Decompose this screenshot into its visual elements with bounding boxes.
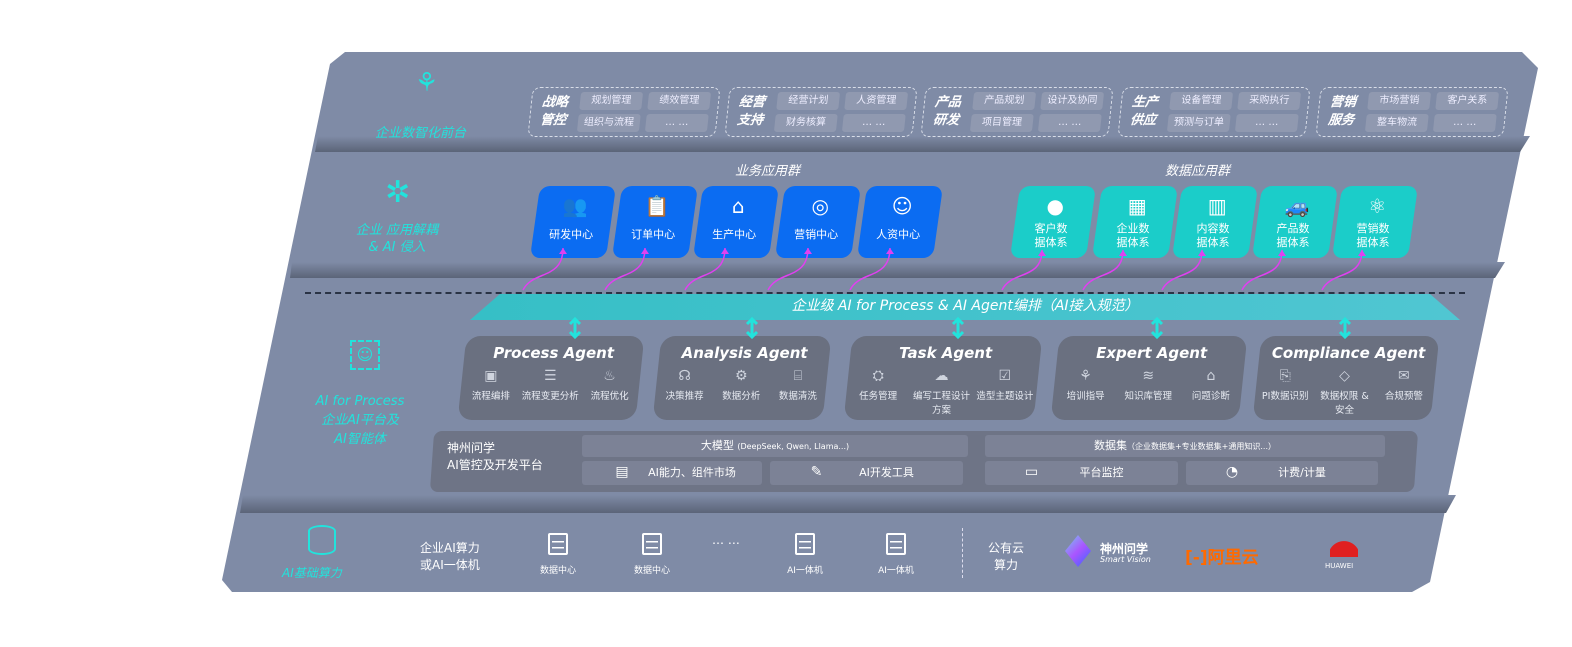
server-label: 数据中心 [539,566,576,576]
private-label-1: 企业AI算力 [420,541,480,555]
apps-label: 企业 应用解耦 & AI 侵入 [355,223,439,255]
data-title: 数据应用群 [1165,164,1231,179]
tool-icon: ◔ [1225,464,1239,480]
layer-divider [240,495,1456,513]
arrowhead-icon [1038,250,1046,256]
dashed-divider [305,292,1465,294]
connector-arrow [849,247,891,291]
arrowhead-icon [1198,250,1206,256]
molecule-icon: ✲ [385,175,411,210]
connector-arrow [1321,249,1363,291]
server-icon [886,533,906,555]
arrowhead-icon [1358,250,1366,256]
public-cloud-label: 公有云 算力 [988,540,1024,574]
tool-label: 平台监控 [1079,466,1124,479]
server-3[interactable]: AI一体机 [866,533,926,576]
server-icon [795,533,815,555]
tool-icon: ▤ [615,464,629,480]
smartvision-sub: Smart Vision [1100,555,1151,564]
tool-cell-1[interactable]: ✎ AI开发工具 [770,461,963,485]
private-compute-label: 企业AI算力 或AI一体机 [420,540,480,574]
ai-layer-label: AI for Process 企业AI平台及 AI智能体 [310,392,410,449]
tool-label: AI开发工具 [859,466,914,479]
connector-arrow [767,247,809,291]
connector-arrow [1161,249,1203,291]
layer-divider [315,136,1530,152]
bidirectional-arrow-icon [568,316,582,340]
aliyun-name: 阿里云 [1207,548,1259,568]
arrowhead-icon [721,248,729,254]
arrowhead-icon [804,248,812,254]
server-label: AI一体机 [878,566,914,576]
brain-icon: ⚘ [415,68,439,98]
private-label-2: 或AI一体机 [420,558,480,572]
server-0[interactable]: 数据中心 [528,533,588,576]
bidirectional-arrow-icon [745,316,759,340]
infra-label: AI基础算力 [282,566,342,580]
platform-name: 神州问学 AI管控及开发平台 [447,440,543,474]
huawei-name: HUAWEI [1325,562,1354,570]
dataset-title: 数据集 [1093,439,1127,452]
platform-name-1: 神州问学 [447,441,496,455]
layer-divider [290,262,1505,278]
dataset-cell[interactable]: 数据集（企业数据集+专业数据集+通用知识...） [985,435,1385,457]
arrowhead-icon [559,248,567,254]
connector-arrow [1082,249,1124,291]
server-1[interactable]: 数据中心 [622,533,682,576]
ellipsis: … … [712,533,740,547]
face-scan-icon: ☺ [350,340,380,370]
ai-label-3: AI智能体 [334,432,386,447]
server-2[interactable]: AI一体机 [775,533,835,576]
tool-cell-0[interactable]: ▤ AI能力、组件市场 [582,461,762,485]
huawei-logo-icon [1330,535,1358,557]
model-cell[interactable]: 大模型 (DeepSeek, Qwen, Llama...) [582,435,968,457]
aliyun-logo: [-]阿里云 [1185,548,1259,568]
tool-label: 计费/计量 [1278,466,1326,479]
connector-arrow [1001,249,1043,291]
platform-name-2: AI管控及开发平台 [447,458,543,472]
database-icon [308,525,336,555]
tool-icon: ✎ [810,464,823,480]
model-note: (DeepSeek, Qwen, Llama...) [737,442,850,451]
model-title: 大模型 [700,439,734,452]
frontend-label: 企业数智化前台 [375,126,467,141]
tool-icon: ▭ [1024,464,1039,480]
connector-arrow [684,247,726,291]
arrowhead-icon [1119,250,1127,256]
vertical-divider [962,528,963,578]
connector-arrow [1241,249,1283,291]
connector-arrow [522,247,564,291]
ai-label-1: AI for Process [315,394,405,409]
tool-label: AI能力、组件市场 [648,466,736,479]
arrowhead-icon [886,248,894,254]
connector-arrow [604,247,646,291]
dataset-note: （企业数据集+专业数据集+通用知识...） [1126,442,1277,451]
server-icon [548,533,568,555]
public-label-2: 算力 [994,558,1019,572]
bidirectional-arrow-icon [1150,316,1164,340]
ai-label-2: 企业AI平台及 [321,413,399,428]
public-label-1: 公有云 [988,541,1025,555]
arrowhead-icon [641,248,649,254]
tool-cell-2[interactable]: ▭ 平台监控 [985,461,1178,485]
server-label: 数据中心 [633,566,670,576]
arrowhead-icon [1278,250,1286,256]
business-title: 业务应用群 [735,164,801,179]
smartvision-name: 神州问学 [1100,542,1149,556]
bidirectional-arrow-icon [1338,316,1352,340]
orchestration-band: 企业级 AI for Process & AI Agent编排（AI接入规范） [470,294,1460,320]
tool-cell-3[interactable]: ◔ 计费/计量 [1186,461,1378,485]
server-icon [642,533,662,555]
server-label: AI一体机 [787,566,823,576]
bidirectional-arrow-icon [951,316,965,340]
